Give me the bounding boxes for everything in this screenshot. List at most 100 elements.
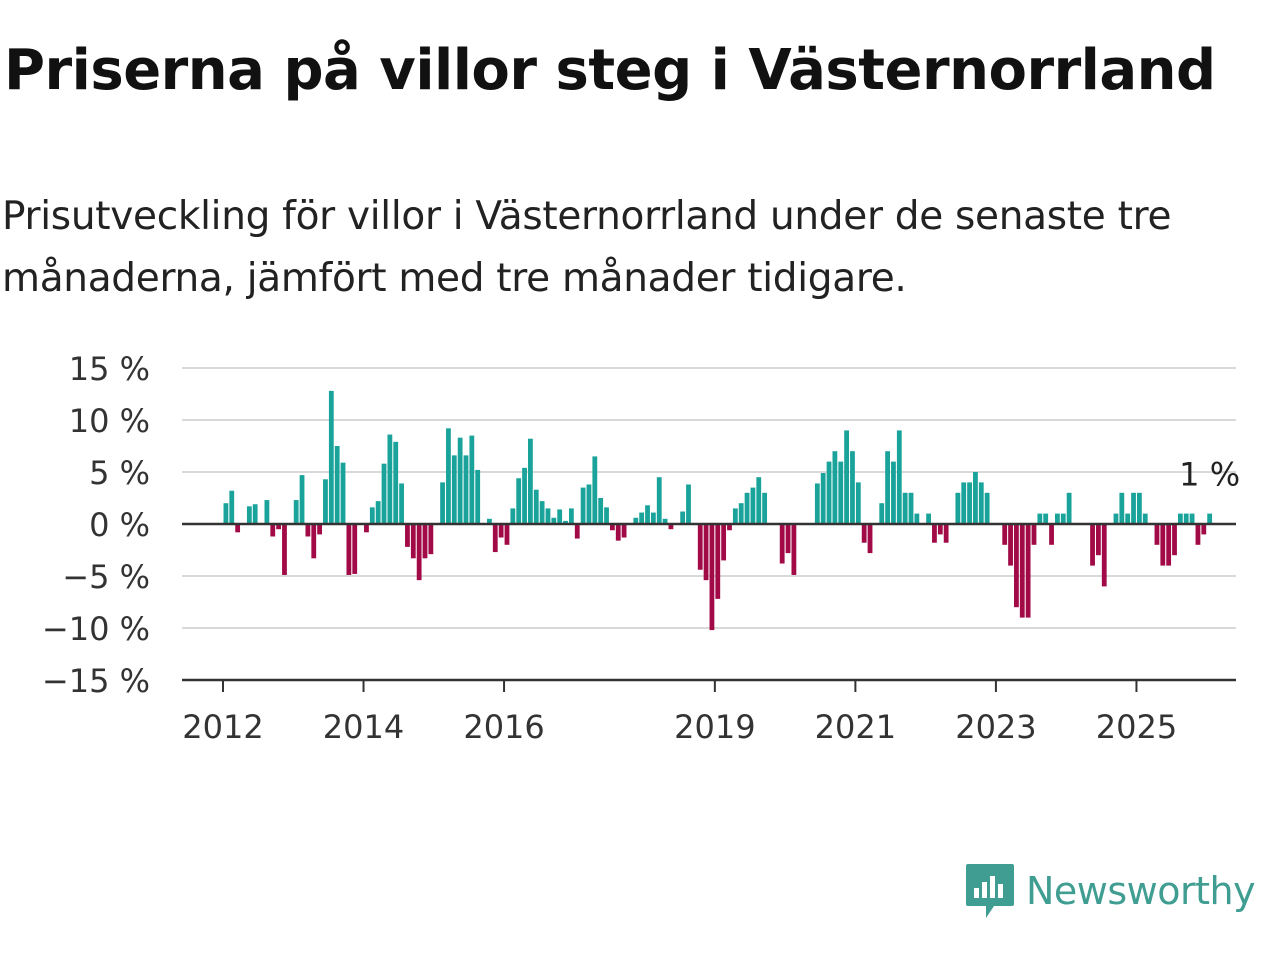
bar (914, 513, 920, 524)
newsworthy-logo-icon (966, 864, 1014, 918)
bar (709, 524, 715, 631)
bar (1131, 492, 1136, 524)
bar (932, 524, 937, 543)
bar (1002, 524, 1008, 545)
bar (498, 524, 504, 538)
bar (715, 524, 721, 599)
bar (311, 524, 317, 559)
bar (850, 451, 855, 524)
bar (399, 483, 404, 524)
bar (1189, 513, 1195, 524)
bar (457, 437, 463, 524)
x-tick-label: 2021 (815, 708, 896, 746)
bar (557, 509, 563, 524)
bar (738, 503, 744, 524)
bar (428, 524, 434, 555)
bar-chart: 15 %10 %5 %0 %−5 %−10 %−15 % 2012 2014 201… (42, 350, 1240, 746)
bar (967, 482, 972, 524)
bar (978, 482, 984, 524)
bar (1154, 524, 1160, 545)
bar (762, 492, 768, 524)
bar (943, 524, 949, 543)
bar (955, 492, 961, 524)
x-tick-label: 2014 (323, 708, 404, 746)
bar (334, 446, 340, 524)
bar (598, 498, 604, 524)
y-tick-label: −5 % (62, 558, 150, 596)
bar (276, 524, 282, 530)
y-tick-label: −15 % (42, 662, 150, 700)
bar (633, 517, 639, 524)
bar (896, 430, 902, 524)
bar (1166, 524, 1172, 566)
bar (487, 518, 492, 524)
bar (229, 490, 235, 524)
bar (364, 524, 369, 533)
chart-subtitle: Prisutveckling för villor i Västernorrla… (2, 194, 1172, 301)
bar (650, 512, 656, 524)
bar (1142, 513, 1148, 524)
annotations: 1 % (1179, 456, 1240, 494)
bar (446, 428, 451, 524)
bar (387, 434, 393, 524)
bar (697, 524, 703, 570)
x-tick-label: 2023 (955, 708, 1036, 746)
bar (937, 524, 943, 535)
bar (475, 469, 481, 524)
bar (727, 524, 732, 531)
bar (721, 524, 727, 561)
bar (1025, 524, 1031, 618)
bar (504, 524, 510, 545)
bar (328, 390, 334, 524)
bar (346, 524, 352, 575)
bar (1195, 524, 1201, 545)
bar (645, 505, 650, 524)
bar (1031, 524, 1037, 545)
bar (1049, 524, 1054, 545)
bar (1113, 513, 1119, 524)
bar (902, 492, 908, 524)
bar (1101, 524, 1107, 587)
x-tick-label: 2016 (463, 708, 544, 746)
bar (293, 500, 299, 524)
bar (545, 508, 551, 524)
bar (282, 524, 287, 575)
bar (838, 461, 844, 524)
bar (1060, 513, 1066, 524)
brand-name: Newsworthy (1026, 869, 1256, 913)
bar (305, 524, 311, 537)
bar (1201, 524, 1207, 535)
bar (686, 484, 691, 524)
bar (756, 477, 762, 524)
bar (539, 501, 545, 524)
bar (826, 461, 832, 524)
bar (416, 524, 422, 581)
bar (223, 503, 229, 524)
bar (422, 524, 428, 559)
bar (832, 451, 838, 524)
bars (223, 390, 1213, 631)
bar (405, 524, 410, 547)
brand-logo: Newsworthy (964, 862, 1256, 920)
bar (252, 504, 258, 524)
bar (861, 524, 867, 543)
bar (750, 487, 756, 524)
bar (586, 484, 592, 524)
bar (592, 456, 598, 524)
bar (410, 524, 416, 559)
bar (1172, 524, 1177, 556)
bar (1055, 513, 1060, 524)
bar (891, 461, 896, 524)
bar (1177, 513, 1183, 524)
bar (1095, 524, 1101, 556)
bar (568, 508, 574, 524)
bar (510, 508, 516, 524)
x-axis-ticks: 2012 2014 2016 2019 2021 2023 2025 (182, 680, 1177, 746)
bar (1008, 524, 1013, 566)
bar (246, 506, 252, 524)
bar (451, 455, 457, 524)
bar (908, 492, 914, 524)
bar (393, 441, 399, 524)
bar (574, 524, 580, 539)
bar (668, 524, 674, 530)
